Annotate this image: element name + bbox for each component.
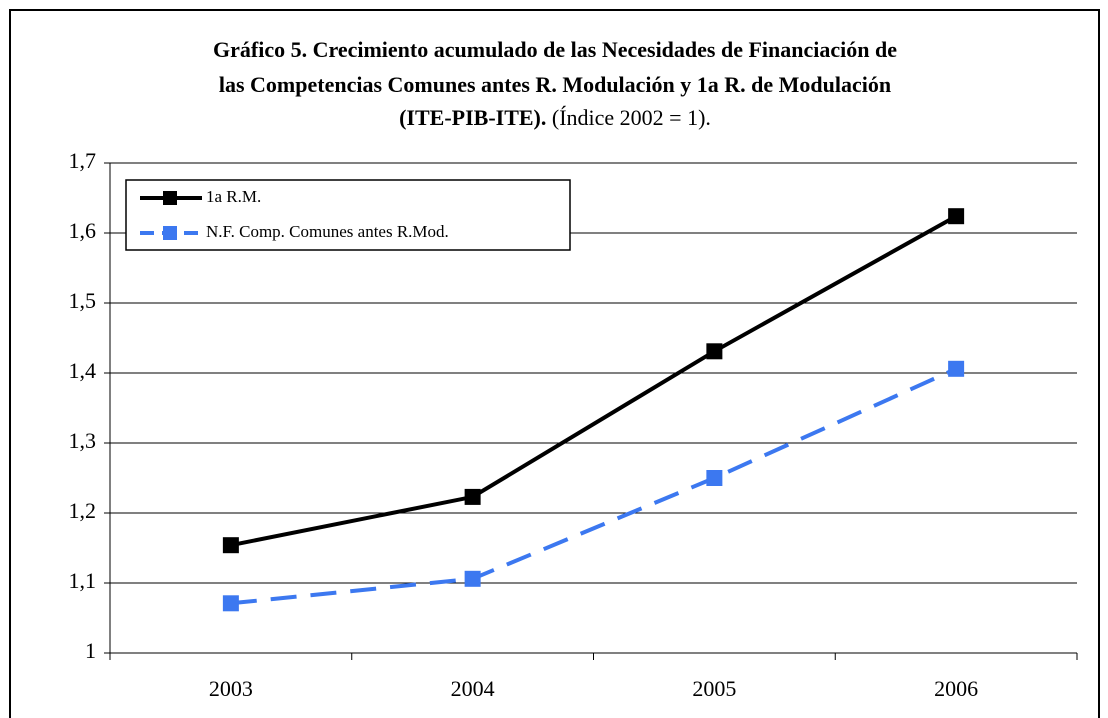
legend-label: 1a R.M. bbox=[206, 187, 261, 206]
y-tick-label: 1 bbox=[85, 638, 96, 663]
chart-subtitle: (Índice 2002 = 1). bbox=[552, 105, 711, 130]
y-tick-label: 1,1 bbox=[69, 568, 97, 593]
series-marker bbox=[706, 343, 723, 360]
legend-marker bbox=[163, 191, 177, 205]
y-tick-label: 1,7 bbox=[69, 148, 97, 173]
y-tick-label: 1,3 bbox=[69, 428, 97, 453]
series-marker bbox=[464, 488, 481, 505]
x-tick-label: 2004 bbox=[451, 676, 495, 701]
series-marker bbox=[948, 208, 965, 225]
x-tick-label: 2006 bbox=[934, 676, 978, 701]
chart-title: las Competencias Comunes antes R. Modula… bbox=[219, 72, 891, 97]
series-line bbox=[230, 366, 957, 606]
chart-frame bbox=[9, 9, 1100, 718]
x-tick-label: 2003 bbox=[209, 676, 253, 701]
legend-label: N.F. Comp. Comunes antes R.Mod. bbox=[206, 222, 449, 241]
series-marker bbox=[464, 570, 481, 587]
chart-title: (ITE-PIB-ITE). bbox=[399, 105, 546, 130]
x-tick-label: 2005 bbox=[692, 676, 736, 701]
legend-marker bbox=[163, 226, 177, 240]
y-tick-label: 1,6 bbox=[69, 218, 97, 243]
chart-title: (ITE-PIB-ITE). (Índice 2002 = 1). bbox=[399, 105, 711, 130]
series-marker bbox=[948, 360, 965, 377]
series-marker bbox=[222, 537, 239, 554]
y-tick-label: 1,4 bbox=[69, 358, 97, 383]
chart-title: Gráfico 5. Crecimiento acumulado de las … bbox=[213, 37, 897, 62]
y-tick-label: 1,2 bbox=[69, 498, 97, 523]
series-marker bbox=[706, 470, 723, 486]
series-marker bbox=[222, 595, 239, 612]
y-tick-label: 1,5 bbox=[69, 288, 97, 313]
legend-box bbox=[125, 179, 571, 251]
series-line bbox=[230, 214, 958, 548]
